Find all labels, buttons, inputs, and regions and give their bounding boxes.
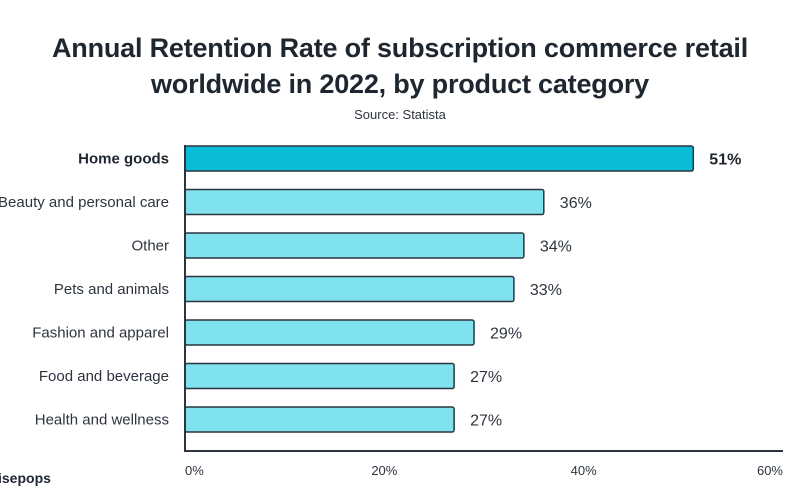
axes-group: 0% 20% 40% 60% xyxy=(184,145,783,478)
bar-food-and-beverage xyxy=(184,362,455,390)
value-label-beauty-and-personal-care: 36% xyxy=(560,195,592,212)
category-label-beauty-and-personal-care: Beauty and personal care xyxy=(0,194,169,211)
x-tick-label-60: 60% xyxy=(757,463,783,478)
value-label-home-goods: 51% xyxy=(709,152,741,169)
value-label-health-and-wellness: 27% xyxy=(470,413,502,430)
chart-subtitle: Source: Statista xyxy=(354,107,446,122)
bar-other xyxy=(184,232,525,259)
chart-title-line-1: Annual Retention Rate of subscription co… xyxy=(51,33,749,63)
value-label-food-and-beverage: 27% xyxy=(470,369,502,386)
value-label-pets-and-animals: 33% xyxy=(530,282,562,299)
bars-group xyxy=(184,145,695,433)
category-label-fashion-and-apparel: Fashion and apparel xyxy=(32,325,169,342)
x-tick-label-20: 20% xyxy=(371,463,397,478)
brand-logo-text: isepops xyxy=(0,470,51,486)
bar-home-goods xyxy=(184,145,695,172)
category-label-health-and-wellness: Health and wellness xyxy=(35,412,169,429)
value-label-fashion-and-apparel: 29% xyxy=(490,326,522,343)
x-tick-label-40: 40% xyxy=(571,463,597,478)
category-label-food-and-beverage: Food and beverage xyxy=(39,368,169,385)
bar-health-and-wellness xyxy=(184,406,455,433)
labels-group: Home goods 51% Beauty and personal care 36%… xyxy=(0,151,741,430)
bar-fashion-and-apparel xyxy=(184,319,475,346)
bar-beauty-and-personal-care xyxy=(184,188,545,216)
chart-title: Annual Retention Rate of subscription co… xyxy=(0,30,800,102)
category-label-other: Other xyxy=(131,238,169,255)
chart-title-line-2: worldwide in 2022, by product category xyxy=(150,69,650,99)
x-tick-label-0: 0% xyxy=(185,463,204,478)
category-label-home-goods: Home goods xyxy=(78,151,169,168)
category-label-pets-and-animals: Pets and animals xyxy=(54,281,169,298)
value-label-other: 34% xyxy=(540,239,572,256)
bar-pets-and-animals xyxy=(184,275,515,303)
